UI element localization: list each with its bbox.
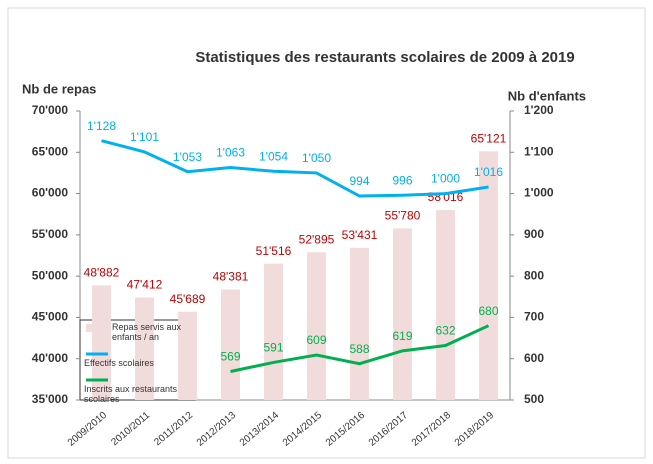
- x-tick-label: 2014/2015: [281, 410, 325, 449]
- y-tick-label: 35'000: [32, 392, 69, 406]
- y2-tick-label: 900: [524, 227, 544, 241]
- legend-label: Effectifs scolaires: [84, 358, 154, 368]
- legend-swatch: [86, 324, 108, 332]
- data-label: 1'050: [302, 151, 331, 165]
- x-tick-label: 2018/2019: [453, 410, 497, 449]
- bar: [393, 228, 412, 400]
- bar: [479, 151, 498, 400]
- y2-tick-label: 500: [524, 392, 544, 406]
- legend-label: Inscrits aux restaurants scolaires: [84, 384, 178, 404]
- data-label: 45'689: [170, 292, 206, 306]
- x-tick-label: 2013/2014: [238, 410, 282, 449]
- data-label: 591: [263, 341, 283, 355]
- data-label: 1'016: [474, 165, 503, 179]
- y2-tick-label: 1'000: [524, 186, 554, 200]
- y2-tick-label: 700: [524, 310, 544, 324]
- data-label: 609: [306, 333, 326, 347]
- data-label: 65'121: [471, 131, 507, 145]
- data-label: 994: [349, 174, 369, 188]
- data-label: 53'431: [342, 228, 378, 242]
- bar: [264, 263, 283, 400]
- y-tick-label: 40'000: [32, 351, 69, 365]
- line: [230, 324, 490, 373]
- y-tick-label: 45'000: [32, 310, 69, 324]
- y-tick-label: 55'000: [32, 227, 69, 241]
- data-label: 48'381: [213, 270, 249, 284]
- y-tick-label: 70'000: [32, 103, 69, 117]
- bar: [135, 297, 154, 400]
- bar: [221, 289, 240, 400]
- bar: [178, 311, 197, 400]
- x-tick-label: 2016/2017: [367, 410, 411, 449]
- data-label: 619: [392, 329, 412, 343]
- x-tick-label: 2011/2012: [152, 410, 195, 449]
- chart-border: [7, 7, 646, 459]
- y-tick-label: 50'000: [32, 268, 69, 282]
- y2-tick-label: 600: [524, 351, 544, 365]
- data-label: 996: [392, 173, 412, 187]
- legend-label: Repas servis aux enfants / an: [112, 322, 182, 342]
- bar: [92, 285, 111, 400]
- y2-tick-label: 1'100: [524, 144, 554, 158]
- chart-title: Statistiques des restaurants scolaires d…: [195, 49, 574, 66]
- x-tick-label: 2015/2016: [324, 410, 368, 449]
- line: [101, 139, 489, 198]
- bar: [307, 252, 326, 400]
- y2-tick-label: 800: [524, 268, 544, 282]
- data-label: 569: [220, 350, 240, 364]
- data-label: 1'128: [87, 119, 116, 133]
- data-label: 1'063: [216, 146, 245, 160]
- data-label: 1'101: [130, 130, 159, 144]
- data-label: 1'000: [431, 172, 460, 186]
- y-axis-label: Nb de repas: [22, 81, 96, 96]
- data-label: 48'882: [84, 266, 120, 280]
- data-label: 1'053: [173, 150, 202, 164]
- y-tick-label: 65'000: [32, 144, 69, 158]
- data-label: 680: [478, 304, 498, 318]
- y2-axis-label: Nb d'enfants: [508, 88, 586, 103]
- data-label: 1'054: [259, 149, 288, 163]
- bar: [436, 209, 455, 400]
- data-label: 52'895: [299, 232, 335, 246]
- data-label: 632: [435, 324, 455, 338]
- x-tick-label: 2012/2013: [195, 410, 239, 449]
- y-tick-label: 60'000: [32, 186, 69, 200]
- x-tick-label: 2009/2010: [66, 410, 110, 449]
- x-tick-label: 2010/2011: [109, 410, 152, 449]
- y2-tick-label: 1'200: [524, 103, 554, 117]
- bar: [350, 247, 369, 400]
- data-label: 47'412: [127, 278, 163, 292]
- x-tick-label: 2017/2018: [410, 410, 454, 449]
- data-label: 588: [349, 342, 369, 356]
- data-label: 51'516: [256, 244, 292, 258]
- data-label: 55'780: [385, 209, 421, 223]
